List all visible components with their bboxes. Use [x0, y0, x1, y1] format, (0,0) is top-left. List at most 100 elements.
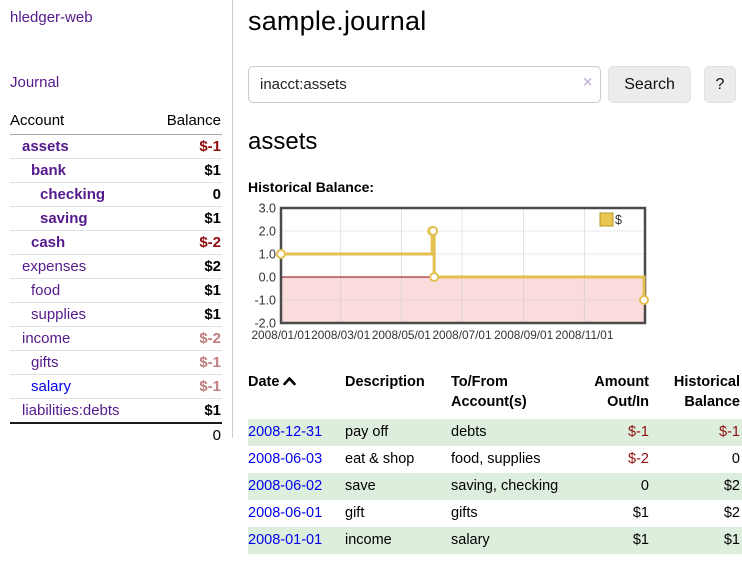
sort-ascending-icon	[283, 372, 297, 392]
page-title: sample.journal	[248, 6, 427, 36]
account-link-expenses[interactable]: expenses	[22, 258, 87, 275]
account-balance: $1	[150, 278, 222, 303]
svg-text:2008/11/01: 2008/11/01	[555, 328, 613, 342]
transaction-amount: $-2	[628, 450, 649, 467]
transaction-balance: $1	[651, 526, 742, 554]
transaction-amount: $1	[632, 504, 649, 521]
register-header-date[interactable]: Date	[248, 370, 345, 419]
register-header-balance[interactable]: Historical Balance	[673, 374, 740, 411]
account-link-salary[interactable]: salary	[31, 378, 72, 395]
account-balance: $2	[150, 254, 222, 279]
account-balance: $-1	[150, 374, 222, 399]
account-row: checking 0	[10, 182, 222, 207]
account-balance: $1	[150, 158, 222, 183]
account-balance: $1	[150, 206, 222, 231]
transaction-description: save	[345, 472, 451, 500]
transaction-row[interactable]: 2008-06-02 save saving, checking 0 $2	[248, 472, 742, 500]
search-button[interactable]: Search	[608, 66, 691, 103]
account-row: expenses $2	[10, 254, 222, 279]
svg-text:2008/09/01: 2008/09/01	[494, 328, 553, 342]
transaction-description: eat & shop	[345, 450, 415, 467]
account-balance: $1	[150, 302, 222, 327]
svg-text:2.0: 2.0	[259, 225, 276, 239]
svg-text:0.0: 0.0	[259, 271, 276, 285]
transaction-date-link[interactable]: 2008-06-01	[248, 504, 323, 521]
account-link-gifts[interactable]: gifts	[31, 354, 59, 371]
transaction-row[interactable]: 2008-12-31 pay off debts $-1 $-1	[248, 418, 742, 446]
account-title: assets	[248, 128, 318, 155]
svg-text:2008/05/01: 2008/05/01	[372, 328, 431, 342]
search-input[interactable]	[248, 66, 602, 103]
register-header-amount[interactable]: Amount Out/In	[594, 374, 649, 411]
account-link-income[interactable]: income	[22, 330, 71, 347]
account-balance: $-1	[199, 138, 221, 155]
sidebar: hledger-web Journal Account Balance asse…	[0, 0, 233, 447]
account-link-cash[interactable]: cash	[31, 234, 66, 251]
svg-text:3.0: 3.0	[259, 202, 276, 216]
account-row: gifts $-1	[10, 350, 222, 375]
historical-balance-chart[interactable]: $3.0 2.0 1.0 0.0 -1.0 -2.0 2008/01/01 2008/03/0…	[248, 202, 736, 355]
transaction-date-link[interactable]: 2008-12-31	[248, 423, 323, 440]
transaction-accounts: food, supplies	[451, 450, 541, 467]
account-row: cash $-2	[10, 230, 222, 255]
transaction-description: gift	[345, 504, 365, 521]
transaction-balance: $-1	[651, 418, 742, 446]
account-row: salary $-1	[10, 374, 222, 399]
svg-text:-1.0: -1.0	[254, 294, 276, 308]
transaction-date-link[interactable]: 2008-01-01	[248, 531, 323, 548]
transaction-accounts: debts	[451, 418, 575, 446]
account-balance: $-2	[150, 326, 222, 351]
svg-text:2008/03/01: 2008/03/01	[311, 328, 370, 342]
transaction-accounts: gifts	[451, 504, 478, 521]
search-box: ×	[248, 66, 602, 103]
account-link-bank[interactable]: bank	[31, 162, 67, 179]
account-balance: $-2	[150, 230, 222, 255]
account-balance: $1	[150, 398, 222, 423]
account-row: saving $1	[10, 206, 222, 231]
account-link-liabilities-debts[interactable]: liabilities:debts	[22, 402, 120, 419]
account-link-food[interactable]: food	[31, 282, 61, 299]
app-brand-link[interactable]: hledger-web	[10, 9, 93, 26]
account-link-saving[interactable]: saving	[40, 210, 88, 227]
account-row: supplies $1	[10, 302, 222, 327]
account-link-supplies[interactable]: supplies	[31, 306, 87, 323]
transaction-balance: $2	[651, 472, 742, 500]
register-header-accounts[interactable]: To/From Account(s)	[451, 374, 527, 411]
transaction-date-link[interactable]: 2008-06-03	[248, 450, 323, 467]
account-row: food $1	[10, 278, 222, 303]
clear-search-icon[interactable]: ×	[582, 74, 593, 91]
sidebar-item-journal[interactable]: Journal	[10, 74, 60, 91]
svg-text:-2.0: -2.0	[254, 317, 276, 331]
transaction-amount: 0	[575, 472, 651, 500]
transaction-row[interactable]: 2008-06-01 gift gifts $1 $2	[248, 500, 742, 527]
account-link-assets[interactable]: assets	[22, 138, 69, 155]
main-content: sample.journal × Search ? assets Histori…	[233, 0, 742, 554]
register-header-description[interactable]: Description	[345, 374, 425, 390]
svg-text:2008/01/01: 2008/01/01	[251, 328, 310, 342]
account-row: income $-2	[10, 326, 222, 351]
svg-text:$: $	[615, 213, 622, 227]
transaction-date-link[interactable]: 2008-06-02	[248, 477, 323, 494]
search-form: × Search ?	[248, 66, 736, 103]
account-row: bank $1	[10, 158, 222, 183]
transaction-balance: $2	[723, 504, 740, 521]
transaction-row[interactable]: 2008-01-01 income salary $1 $1	[248, 526, 742, 554]
help-button[interactable]: ?	[703, 66, 736, 103]
account-balance: 0	[150, 182, 222, 207]
transaction-amount: $-1	[575, 418, 651, 446]
svg-text:1.0: 1.0	[259, 248, 276, 262]
transaction-row[interactable]: 2008-06-03 eat & shop food, supplies $-2 0	[248, 446, 742, 473]
chart-title: Historical Balance:	[248, 179, 375, 195]
account-link-checking[interactable]: checking	[40, 186, 106, 203]
transaction-description: income	[345, 526, 451, 554]
accounts-header-balance: Balance	[150, 109, 222, 135]
register-table: Date Description To/From Account(s) Amou…	[248, 370, 742, 554]
accounts-total-row: 0	[10, 422, 222, 447]
accounts-total: 0	[150, 422, 222, 447]
svg-text:2008/07/01: 2008/07/01	[432, 328, 491, 342]
accounts-table: Account Balance assets $-1 bank $1 checking 0…	[10, 109, 222, 447]
transaction-amount: $1	[575, 526, 651, 554]
transaction-description: pay off	[345, 418, 451, 446]
account-row: assets $-1	[10, 135, 222, 159]
